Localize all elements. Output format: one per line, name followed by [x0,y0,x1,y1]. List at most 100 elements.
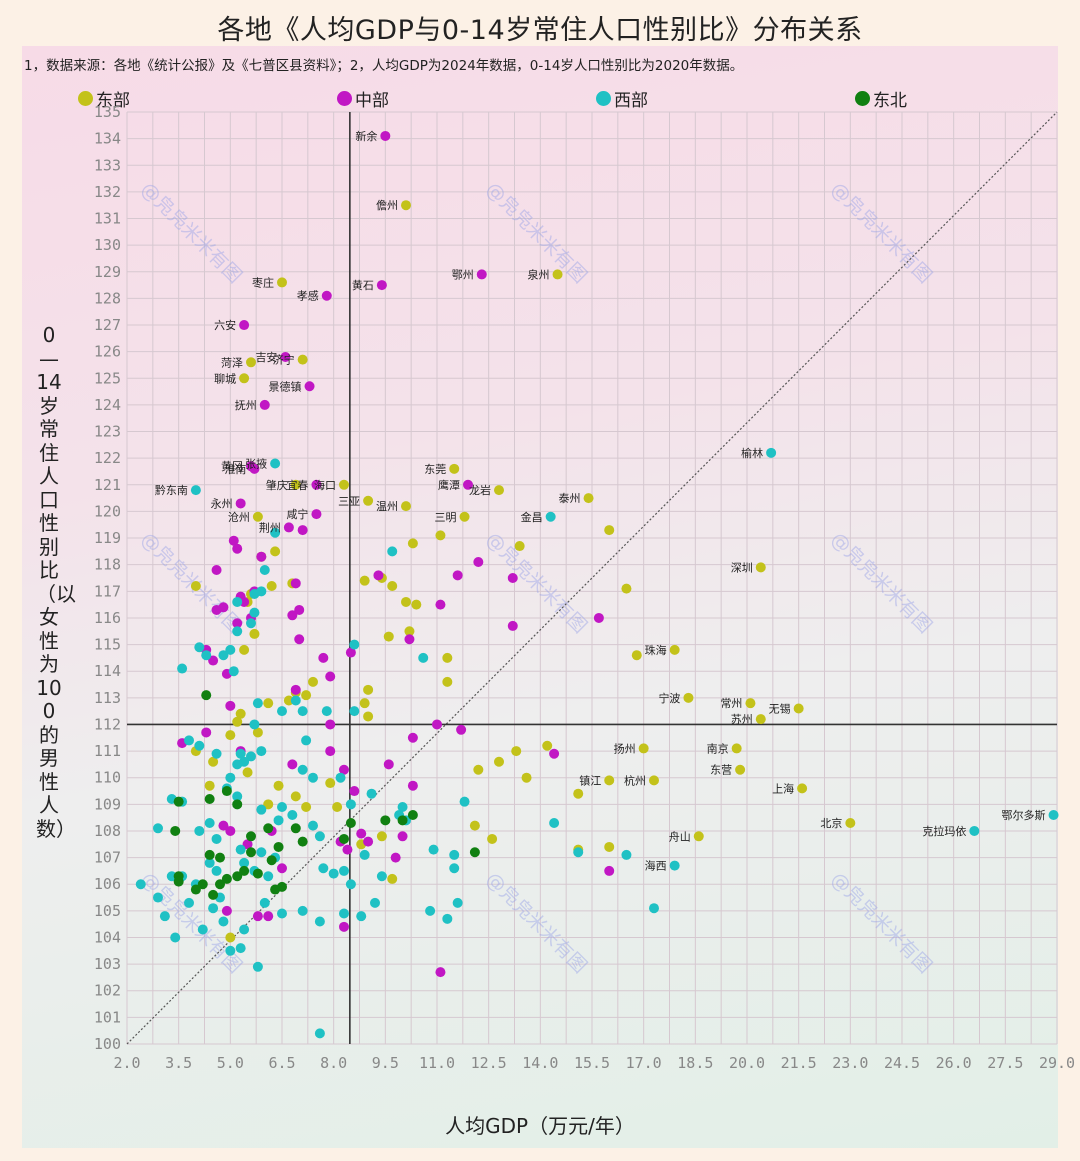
data-point-west [349,706,360,717]
data-point-central [218,820,229,831]
y-tick-label: 116 [94,609,121,627]
data-point-east [735,764,746,775]
data-point-east [494,756,504,767]
y-tick-label: 108 [94,822,121,840]
x-tick-label: 24.5 [884,1054,920,1072]
data-point-west [218,650,229,661]
data-point-west [204,857,215,868]
data-point-northeast [297,836,308,847]
data-point-west [232,626,243,637]
data-point-central [249,463,260,474]
data-point-west [449,863,460,874]
data-point-west [159,911,170,922]
data-point-east [552,269,563,280]
data-point-central [463,479,473,490]
point-label: 鄂尔多斯 [1002,808,1046,822]
data-point-east [204,780,215,791]
data-point-central [345,647,356,658]
data-point-west [397,802,408,813]
data-point-east [401,200,411,211]
data-point-west [314,916,325,927]
y-tick-label: 118 [94,556,121,574]
data-point-east [225,932,236,943]
point-label: 永州 [211,496,233,510]
data-point-central [383,759,394,770]
data-point-west [232,791,243,802]
data-point-northeast [397,815,408,826]
data-point-west [232,596,243,607]
data-point-central [201,727,212,738]
x-axis-label: 人均GDP（万元/年） [445,1114,635,1138]
point-label: 张掖 [245,456,267,470]
data-point-west [259,565,270,576]
data-point-central [225,700,236,711]
data-point-west [425,905,436,916]
data-point-west [190,485,201,496]
data-point-central [294,604,305,615]
data-point-east [290,479,301,490]
x-tick-label: 29.0 [1039,1054,1075,1072]
point-label: 泉州 [528,267,550,281]
data-point-west [277,706,287,717]
data-point-northeast [239,865,250,876]
point-label: 上海 [772,781,794,795]
data-point-east [604,525,615,536]
legend-label-central: 中部 [355,91,389,111]
data-point-central [432,719,442,730]
data-point-central [339,921,349,932]
point-label: 枣庄 [252,275,274,289]
y-tick-label: 122 [94,449,121,467]
point-label: 苏州 [731,713,753,726]
data-point-west [252,961,263,972]
point-label: 黄石 [352,278,374,292]
data-point-east [239,373,250,384]
data-point-east [376,831,387,842]
data-point-east [683,692,694,703]
data-point-east [239,644,250,655]
data-point-east [669,644,680,655]
point-label: 海西 [645,859,667,873]
data-point-west [356,911,367,922]
point-label: 南京 [707,741,729,755]
point-label: 新余 [355,129,377,143]
data-point-east [246,357,256,368]
data-point-central [593,612,604,623]
data-point-central [232,618,243,629]
data-point-northeast [273,841,284,852]
data-point-east [252,727,263,738]
data-point-northeast [204,794,215,805]
data-point-central [476,269,487,280]
data-point-west [287,809,298,820]
data-point-west [184,897,194,908]
data-point-northeast [263,823,274,834]
data-point-central [342,844,353,855]
point-label: 泰州 [559,491,581,505]
data-point-west [321,706,332,717]
data-point-west [225,772,236,783]
legend-label-west: 西部 [614,91,648,111]
data-point-west [442,913,453,924]
point-label: 肇庆 [266,478,288,492]
data-point-west [766,447,777,458]
point-label: 景德镇 [269,379,302,393]
data-point-east [604,775,615,786]
data-point-west [184,735,194,746]
y-tick-label: 128 [94,289,121,307]
point-label: 东莞 [424,463,446,476]
data-point-west [314,1028,325,1039]
data-point-northeast [246,831,256,842]
point-label: 扬州 [614,741,636,755]
data-point-northeast [201,690,212,701]
data-point-central [435,599,446,610]
data-point-central [252,911,263,922]
data-point-west [256,847,267,858]
data-point-east [442,652,453,663]
data-point-west [969,825,980,836]
data-point-west [246,751,256,762]
data-point-central [604,865,615,876]
data-point-east [755,714,766,725]
data-point-central [507,620,518,631]
x-tick-label: 21.5 [781,1054,817,1072]
data-point-northeast [266,855,277,866]
data-point-northeast [190,884,201,895]
